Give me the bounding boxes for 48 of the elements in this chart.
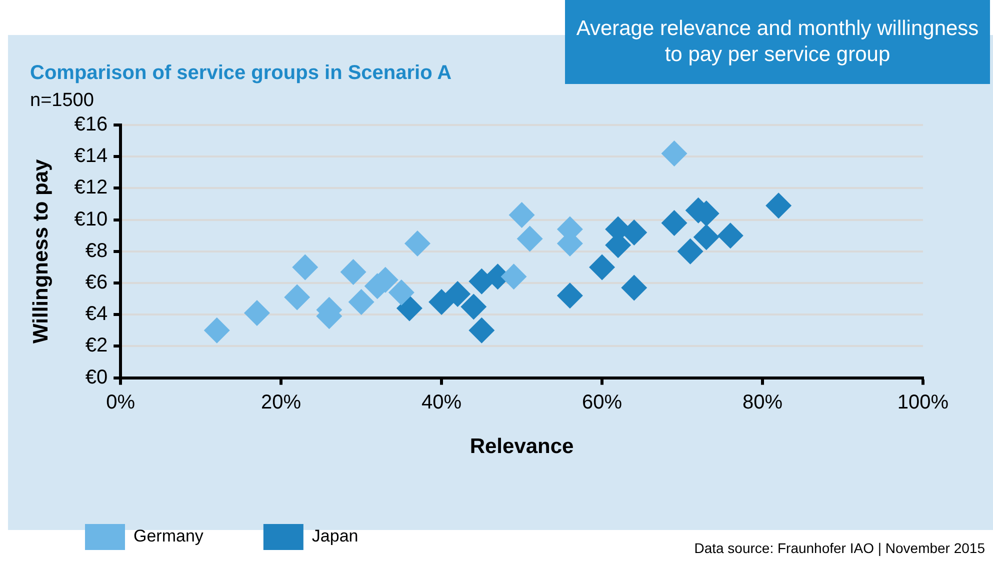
x-axis-title: Relevance [470, 435, 574, 458]
text: n=1500 [30, 90, 94, 112]
y-tick-label: €2 [85, 334, 108, 357]
x-tick-label: 40% [422, 391, 462, 414]
point [661, 140, 688, 166]
chart-subtitle: Comparison of service groups in Scenario A [30, 62, 452, 85]
point [284, 284, 310, 310]
point [388, 279, 414, 306]
point [766, 192, 792, 219]
y-tick-label: €14 [74, 145, 108, 168]
chart-title: Average relevance and monthly willingness to pay per service group [565, 0, 990, 84]
point [340, 258, 366, 285]
point [204, 317, 230, 344]
point [428, 288, 455, 315]
point [348, 288, 374, 315]
point [396, 295, 422, 322]
y-tick-label: €10 [74, 208, 108, 230]
point [677, 238, 704, 264]
y-tick-label: €0 [85, 366, 108, 388]
y-tick-label: €8 [85, 240, 108, 262]
x-tick-label: 60% [582, 391, 622, 414]
point [468, 317, 495, 344]
x-tick-label: 100% [897, 391, 949, 414]
source-note: Data source: Fraunhofer IAO | November 2015 [694, 540, 985, 556]
y-tick-label: €12 [74, 176, 108, 199]
x-tick-label: 80% [742, 391, 783, 414]
y-axis-title: Willingness to pay [29, 158, 52, 344]
x-tick-label: 0% [106, 391, 136, 414]
legend-label: Germany [134, 526, 204, 546]
point [717, 222, 744, 249]
point [693, 224, 720, 250]
y-tick-label: €16 [74, 114, 108, 136]
point [500, 264, 527, 290]
point [621, 274, 648, 301]
point [444, 281, 471, 308]
y-tick-label: €4 [85, 303, 108, 326]
point [589, 254, 616, 280]
point [404, 230, 430, 256]
point [556, 282, 583, 309]
point [244, 300, 270, 326]
point [516, 226, 543, 252]
point [508, 202, 535, 228]
x-tick-label: 20% [261, 391, 302, 414]
point [292, 254, 318, 280]
legend-label: Japan [312, 526, 358, 546]
point [460, 294, 487, 320]
y-tick-label: €6 [85, 272, 108, 294]
point [661, 210, 688, 236]
